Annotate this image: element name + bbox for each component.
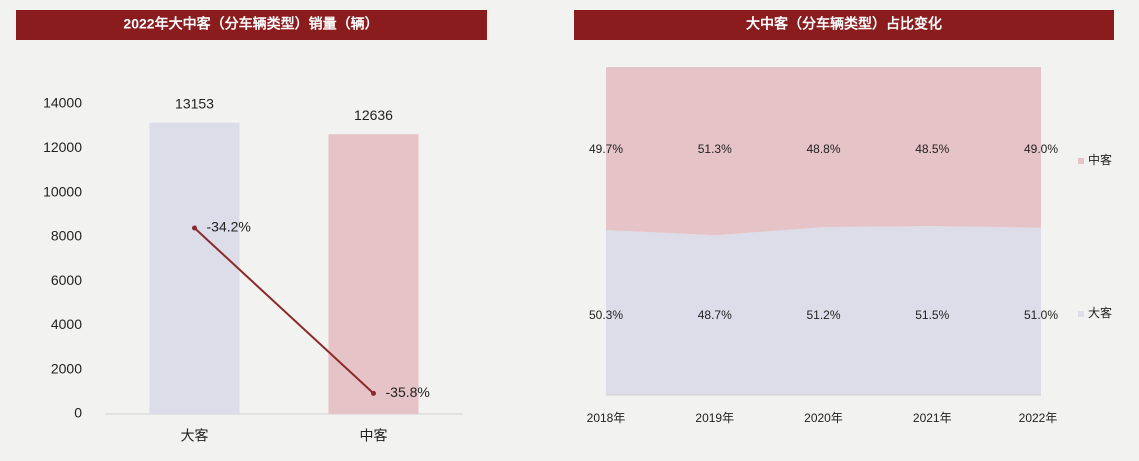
- y-tick-label: 14000: [43, 95, 82, 111]
- x-tick-label: 中客: [360, 428, 388, 444]
- x-tick-label: 2021年: [913, 411, 952, 425]
- growth-point: [192, 225, 197, 231]
- x-tick-label: 2022年: [1019, 411, 1058, 425]
- growth-point: [371, 390, 376, 396]
- data-label: 48.5%: [915, 142, 949, 156]
- data-label: 50.3%: [589, 308, 623, 322]
- data-label: 51.0%: [1024, 308, 1058, 322]
- growth-label: -35.8%: [386, 384, 430, 400]
- x-tick-label: 2018年: [587, 411, 626, 425]
- chart-title: 大中客（分车辆类型）占比变化: [746, 16, 942, 32]
- chart-title: 2022年大中客（分车辆类型）销量（辆）: [123, 16, 378, 32]
- x-tick-label: 大客: [181, 428, 209, 444]
- data-label: 51.2%: [806, 308, 840, 322]
- data-label: 49.0%: [1024, 142, 1058, 156]
- y-tick-label: 6000: [51, 272, 82, 288]
- y-tick-label: 2000: [51, 360, 82, 376]
- legend-label: 大客: [1088, 305, 1112, 320]
- data-label: 12636: [354, 107, 393, 123]
- data-label: 51.5%: [915, 308, 949, 322]
- data-label: 48.7%: [698, 308, 732, 322]
- x-tick-label: 2020年: [804, 411, 843, 425]
- legend-label: 中客: [1088, 152, 1112, 167]
- data-label: 13153: [175, 95, 214, 111]
- data-label: 51.3%: [698, 142, 732, 156]
- data-label: 49.7%: [589, 142, 623, 156]
- title-bar: [16, 10, 487, 40]
- legend-swatch: [1078, 158, 1084, 164]
- area: [606, 226, 1041, 395]
- y-tick-label: 4000: [51, 316, 82, 332]
- y-tick-label: 8000: [51, 228, 82, 244]
- x-tick-label: 2019年: [695, 411, 734, 425]
- data-label: 48.8%: [806, 142, 840, 156]
- title-bar: [574, 10, 1114, 40]
- bar: [149, 122, 240, 414]
- bar: [328, 134, 419, 414]
- growth-label: -34.2%: [207, 219, 251, 235]
- growth-line: [193, 227, 375, 395]
- legend-swatch: [1078, 311, 1084, 317]
- y-tick-label: 12000: [43, 139, 82, 155]
- area: [606, 67, 1041, 236]
- y-tick-label: 10000: [43, 183, 82, 199]
- y-tick-label: 0: [74, 405, 82, 421]
